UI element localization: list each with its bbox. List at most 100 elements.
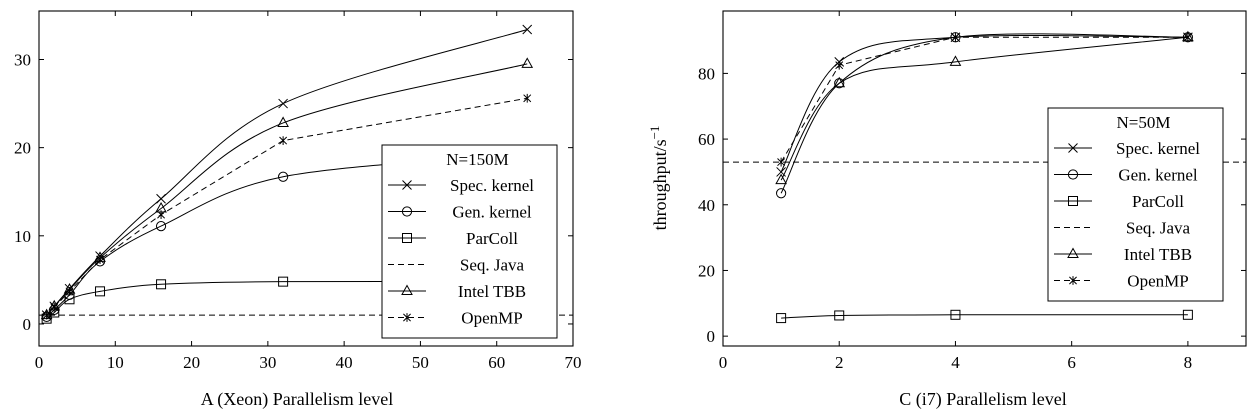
data-point-marker [278,98,288,109]
data-point-marker [833,76,846,88]
series-parcoll [776,309,1193,324]
series-line [46,280,528,320]
series-line [781,314,1188,319]
legend-marker-sample [1069,276,1077,285]
y-tick-label: 20 [14,139,31,158]
legend-item: OpenMP [1054,272,1189,291]
data-point-marker [157,210,166,220]
legend-item: Seq. Java [1054,219,1191,238]
data-point-marker [279,136,288,145]
legend-marker-sample [1068,143,1078,153]
legend-title: N=150M [446,150,508,169]
x-tick-label: 70 [565,353,582,372]
data-point-marker [96,255,104,265]
series-line [780,36,1188,181]
legend-item: Spec. kernel [388,176,534,195]
legend-label: ParColl [1132,192,1184,211]
data-point-marker [523,93,532,103]
series-line [780,33,1188,194]
x-tick-label: 40 [336,353,353,372]
data-point-marker [95,286,106,297]
chart-a-xeon: A (Xeon) Parallelism level 0 10 20 30 40 50 60… [14,10,582,410]
series-openmp [42,93,532,320]
legend-title: N=50M [1117,113,1171,132]
legend-marker-sample [402,233,412,243]
x-tick-label: 4 [951,353,960,372]
legend-label: ParColl [466,229,518,248]
data-point-marker [521,57,534,68]
legend-marker-sample [402,180,412,190]
legend-label: OpenMP [461,309,522,328]
x-tick-label: 50 [412,353,429,372]
x-tick-label: 2 [835,353,844,372]
data-point-marker [776,188,787,199]
legend-label: Gen. kernel [452,203,532,222]
legend-item: Gen. kernel [1054,166,1198,185]
legend-item: Intel TBB [388,282,526,301]
y-tick-label: 30 [14,50,31,69]
x-axis-title-a: A (Xeon) Parallelism level [201,389,393,410]
data-point-marker [42,310,51,320]
data-point-marker [156,193,166,204]
legend-label: Spec. kernel [1116,139,1200,158]
legend-marker-sample [403,313,411,322]
data-point-marker [834,310,845,321]
legend-label: Gen. kernel [1118,166,1198,185]
y-tick-label: 80 [698,64,715,83]
legend-label: Intel TBB [458,282,526,301]
legend-item: Gen. kernel [388,203,532,222]
data-point-marker [278,171,289,182]
chart-c-i7: C (i7) Parallelism level throughput/s−1 … [647,10,1247,410]
legend-label: Seq. Java [460,256,525,275]
data-point-marker [522,24,533,35]
legend-item: ParColl [388,229,518,248]
y-tick-label: 60 [698,130,715,149]
x-tick-label: 0 [719,353,728,372]
data-point-marker [278,276,289,287]
data-point-marker [951,32,960,42]
legend-marker-sample [1068,196,1078,206]
x-tick-label: 30 [259,353,276,372]
legend-marker-sample [1067,169,1079,180]
legend-label: Spec. kernel [450,176,534,195]
legend-item: Spec. kernel [1054,139,1200,158]
legend-marker-sample [1067,247,1079,258]
data-point-marker [950,32,961,43]
y-tick-label: 20 [698,261,715,280]
data-point-marker [277,116,289,127]
data-point-marker [776,313,787,324]
legend: N=150M Spec. kernel Gen. kernel ParColl Seq.… [381,144,558,339]
data-point-marker [156,279,167,290]
data-point-marker [949,55,962,66]
data-point-marker [65,286,74,296]
series-openmp [777,32,1192,167]
legend-item: Intel TBB [1054,245,1192,264]
plot-frame [722,10,1247,347]
legend-marker-sample [401,206,413,217]
x-tick-label: 60 [488,353,505,372]
plot-frame [38,10,574,347]
y-tick-label: 0 [707,327,716,346]
legend-item: ParColl [1054,192,1184,211]
legend-item: OpenMP [388,309,523,328]
legend-label: Intel TBB [1124,245,1192,264]
legend-item: Seq. Java [388,256,525,275]
y-tick-label: 40 [698,196,715,215]
data-point-marker [155,221,167,232]
data-point-marker [50,302,59,312]
data-point-marker [1183,32,1192,42]
x-tick-label: 20 [183,353,200,372]
legend-label: Seq. Java [1126,219,1191,238]
x-tick-label: 6 [1067,353,1076,372]
y-axis-title-c: throughput/s−1 [647,126,670,231]
data-point-marker [775,173,787,185]
x-axis-title-c: C (i7) Parallelism level [899,389,1066,410]
legend: N=50M Spec. kernel Gen. kernel ParColl Seq. … [1047,107,1224,302]
series-line [780,36,1188,163]
x-tick-label: 8 [1184,353,1193,372]
x-tick-label: 10 [107,353,124,372]
data-point-marker [777,157,786,167]
data-point-marker [1182,309,1193,320]
legend-marker-sample [401,284,413,295]
